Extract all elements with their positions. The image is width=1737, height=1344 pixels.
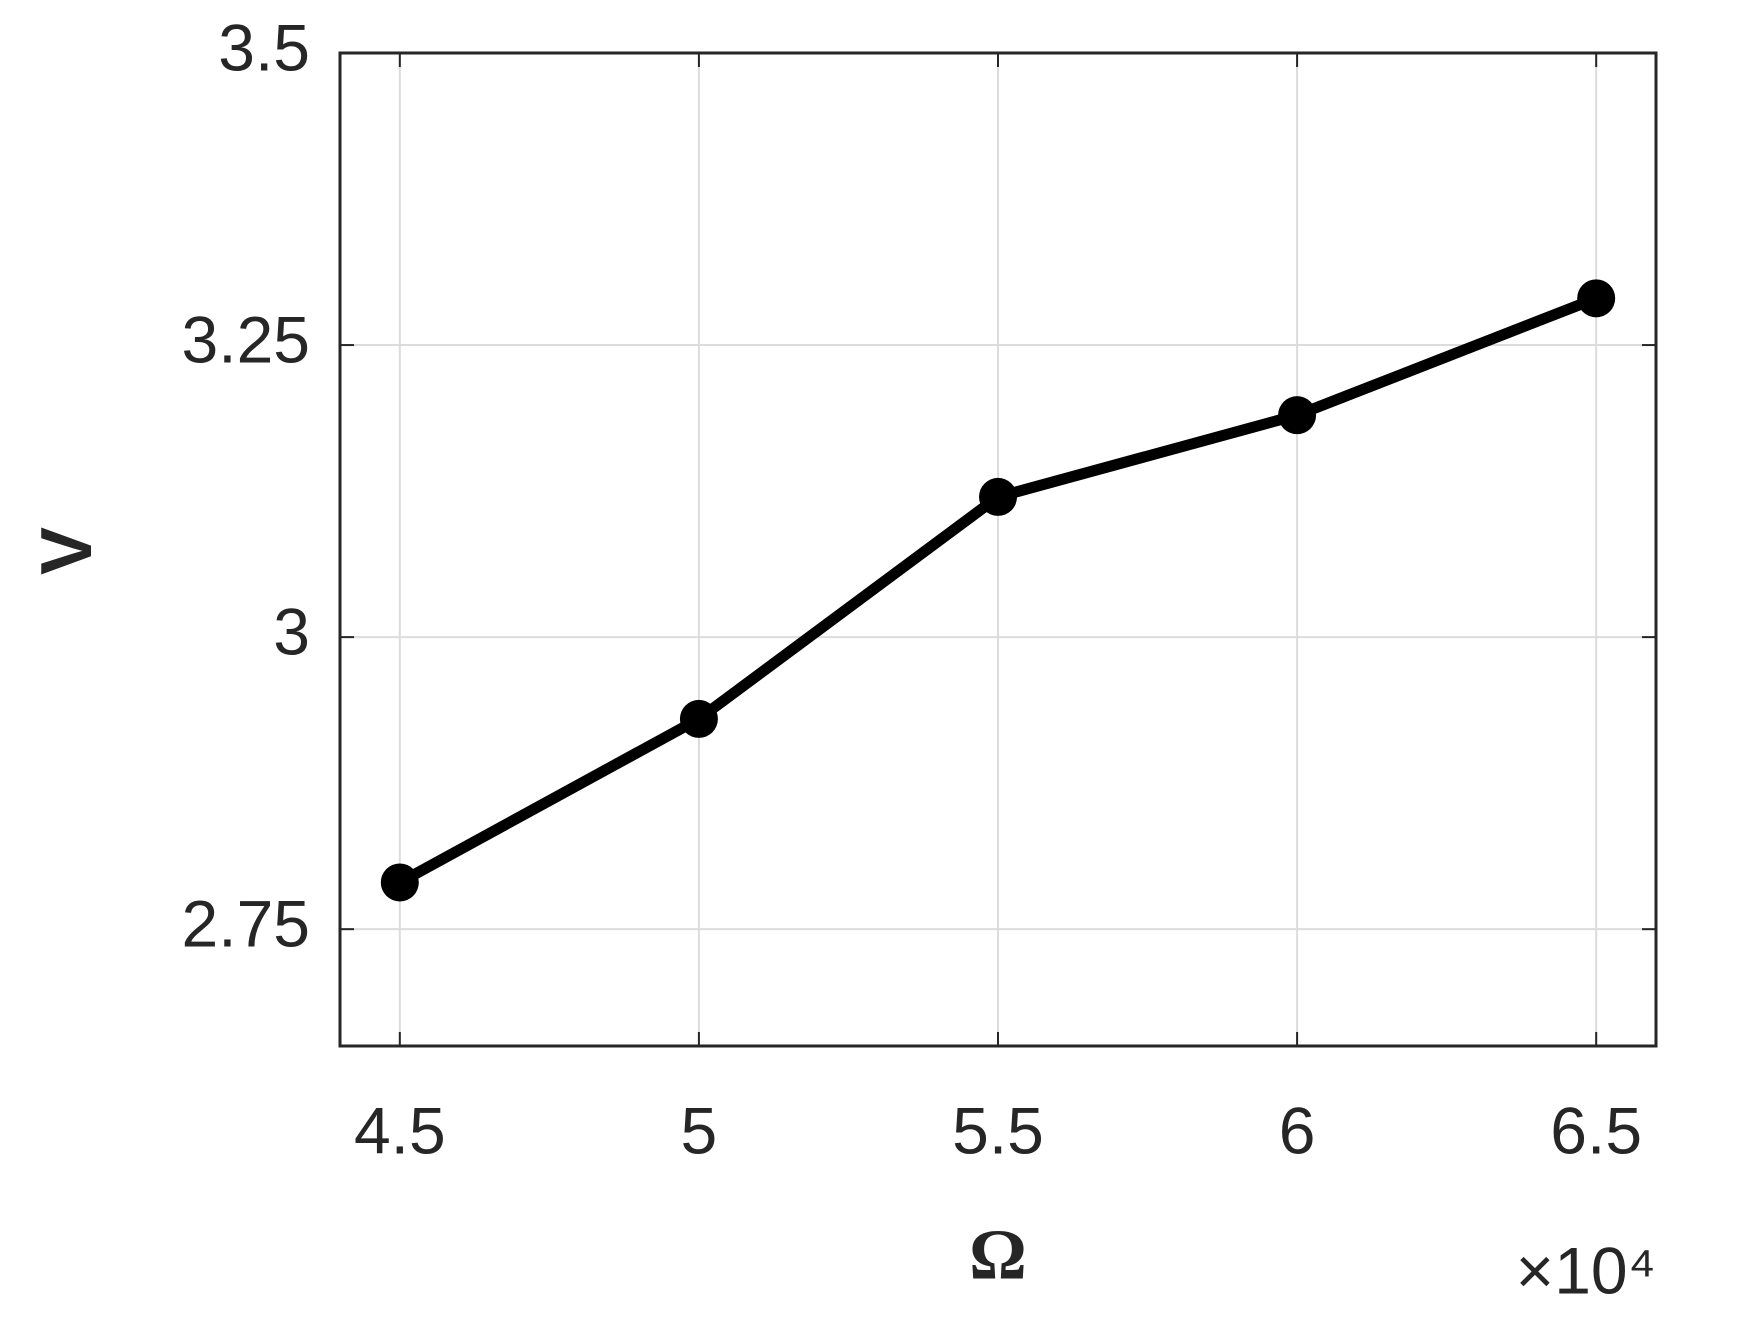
x-tick-label: 4.5 xyxy=(354,1093,446,1167)
x-multiplier: ×10⁴ xyxy=(1516,1233,1656,1307)
x-axis-label: Ω xyxy=(969,1215,1027,1295)
x-tick-label: 6 xyxy=(1279,1093,1316,1167)
x-tick-label: 5 xyxy=(681,1093,718,1167)
data-point xyxy=(380,863,419,902)
plot-frame xyxy=(338,51,1658,1048)
data-point xyxy=(1577,279,1616,318)
y-tick-label: 3.25 xyxy=(182,302,310,376)
y-tick-label: 3 xyxy=(273,595,310,669)
y-axis-label: V xyxy=(27,527,107,575)
x-tick-label: 6.5 xyxy=(1550,1093,1642,1167)
data-point xyxy=(679,699,718,738)
data-point xyxy=(1278,396,1317,435)
y-tick-label: 2.75 xyxy=(182,887,310,961)
data-point xyxy=(979,477,1017,516)
x-tick-label: 5.5 xyxy=(952,1093,1044,1167)
y-tick-label: 3.5 xyxy=(218,10,310,84)
